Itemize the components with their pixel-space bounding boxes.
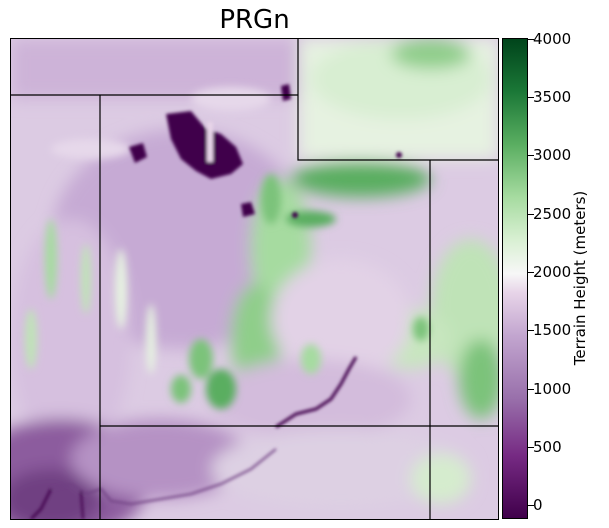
colorbar-tick [528, 155, 534, 156]
colorbar-tick-label: 2500 [533, 205, 572, 223]
colorbar-tick-label: 3500 [533, 88, 572, 106]
colorbar-tick [528, 505, 534, 506]
colorbar-tick [528, 447, 534, 448]
colorbar-tick [528, 330, 534, 331]
terrain-heatmap [11, 39, 498, 519]
colorbar-tick [528, 39, 534, 40]
colorbar-gradient [503, 39, 527, 518]
colorbar-tick-label: 1000 [533, 380, 572, 398]
colorbar-tick-label: 2000 [533, 263, 572, 281]
map-title: PRGn [219, 5, 290, 35]
colorbar-tick-label: 4000 [533, 30, 572, 48]
state-borders [11, 39, 498, 519]
colorbar-tick [528, 389, 534, 390]
colorbar-label: Terrain Height (meters) [571, 190, 589, 366]
colorbar-tick-label: 1500 [533, 321, 572, 339]
colorbar-tick-label: 0 [533, 496, 543, 514]
colorbar-tick [528, 272, 534, 273]
colorbar-tick-label: 3000 [533, 146, 572, 164]
colorbar-tick-label: 500 [533, 438, 562, 456]
terrain-map [10, 38, 499, 520]
colorbar-tick [528, 97, 534, 98]
colorbar [502, 38, 528, 519]
colorbar-tick [528, 214, 534, 215]
